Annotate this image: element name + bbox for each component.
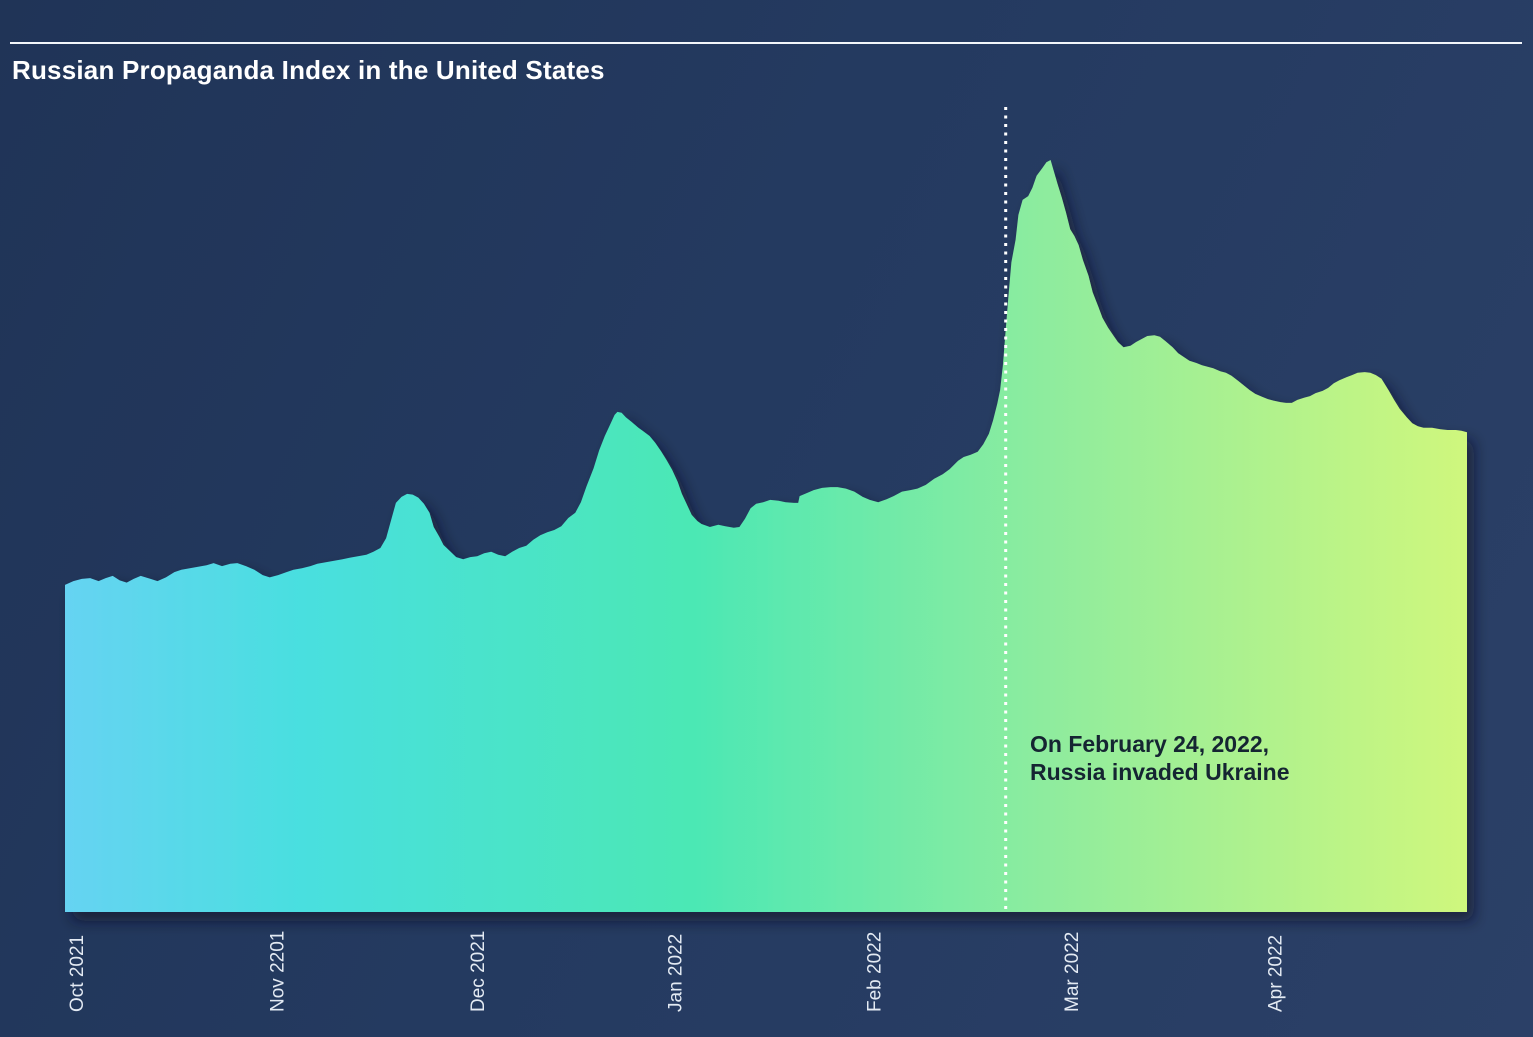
x-tick-label: Feb 2022 [865, 932, 886, 1012]
invasion-annotation: On February 24, 2022, Russia invaded Ukr… [1030, 730, 1290, 786]
page-title: Russian Propaganda Index in the United S… [12, 55, 605, 85]
invasion-annotation-line2: Russia invaded Ukraine [1030, 759, 1290, 785]
x-tick-label: Nov 2201 [267, 931, 288, 1012]
title-rule [10, 42, 1522, 44]
x-tick-label: Dec 2021 [468, 931, 489, 1012]
invasion-annotation-line1: On February 24, 2022, [1030, 731, 1270, 757]
propaganda-index-area [65, 160, 1467, 912]
x-tick-label: Mar 2022 [1062, 932, 1083, 1012]
x-tick-label: Apr 2022 [1266, 935, 1287, 1012]
x-tick-label: Jan 2022 [666, 934, 687, 1012]
x-axis-ticks: Oct 2021 Nov 2201 Dec 2021 Jan 2022 Feb 2022… [67, 931, 1287, 1012]
x-tick-label: Oct 2021 [67, 935, 88, 1012]
